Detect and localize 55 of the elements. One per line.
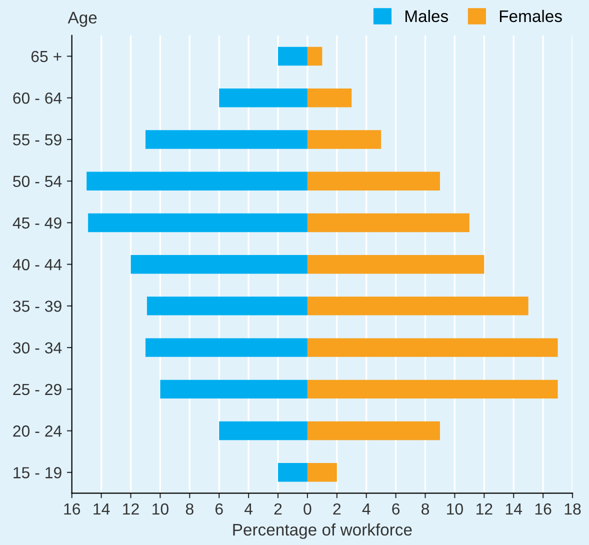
bar	[307, 463, 337, 482]
x-tick-label: 16	[64, 503, 80, 515]
legend-label: Females	[500, 10, 562, 22]
x-tick-label: 4	[244, 504, 253, 515]
x-tick-label: 16	[535, 503, 552, 515]
x-tick-label: 14	[94, 504, 110, 515]
bar	[219, 88, 308, 108]
x-tick-label: 8	[186, 503, 194, 515]
x-tick-label: 12	[123, 503, 139, 515]
y-tick-label: 50 - 54	[13, 176, 62, 188]
x-tick-label: 0	[304, 503, 312, 515]
y-tick-label: 65 +	[31, 50, 62, 62]
y-tick-label: 30 - 34	[13, 342, 62, 354]
bar	[307, 172, 440, 190]
bar	[307, 380, 558, 399]
y-axis-title: Age	[68, 12, 97, 27]
x-tick-label: 2	[333, 503, 341, 515]
x-tick-label: 10	[447, 503, 463, 515]
bar	[160, 380, 308, 399]
bar	[307, 130, 382, 149]
bar	[278, 46, 308, 66]
x-tick-label: 12	[476, 503, 492, 515]
y-tick-label: 45 - 49	[12, 217, 62, 229]
x-tick-label: 2	[274, 503, 282, 515]
bar	[307, 46, 322, 66]
x-axis-title: Percentage of workforce	[233, 523, 412, 539]
y-tick-label: 55 - 59	[13, 134, 62, 146]
y-tick-label: 60 - 64	[13, 92, 62, 104]
x-tick-label: 6	[215, 503, 223, 515]
y-tick-label: 25 - 29	[13, 384, 62, 396]
x-tick-label: 4	[362, 504, 370, 515]
y-tick-label: 15 - 19	[14, 467, 62, 478]
bar	[145, 338, 308, 357]
y-tick-label: 20 - 24	[13, 425, 62, 437]
bar	[307, 338, 558, 357]
x-tick-label: 6	[392, 503, 400, 515]
bar	[146, 296, 308, 316]
bar	[88, 213, 308, 232]
bar	[307, 254, 484, 274]
bar	[145, 130, 308, 149]
bar	[307, 421, 440, 440]
bar	[278, 463, 308, 482]
y-tick-label: 40 - 44	[12, 258, 62, 270]
legend-label: Males	[406, 10, 448, 22]
x-tick-label: 10	[152, 503, 168, 515]
x-tick-label: 18	[564, 503, 581, 515]
bar	[307, 88, 352, 108]
bar	[86, 172, 308, 190]
x-tick-label: 8	[422, 503, 430, 515]
bar	[307, 296, 528, 316]
bar	[130, 254, 308, 274]
bar	[307, 213, 470, 232]
x-tick-label: 14	[506, 504, 522, 515]
y-tick-label: 35 - 39	[13, 300, 62, 312]
bar	[219, 421, 308, 440]
